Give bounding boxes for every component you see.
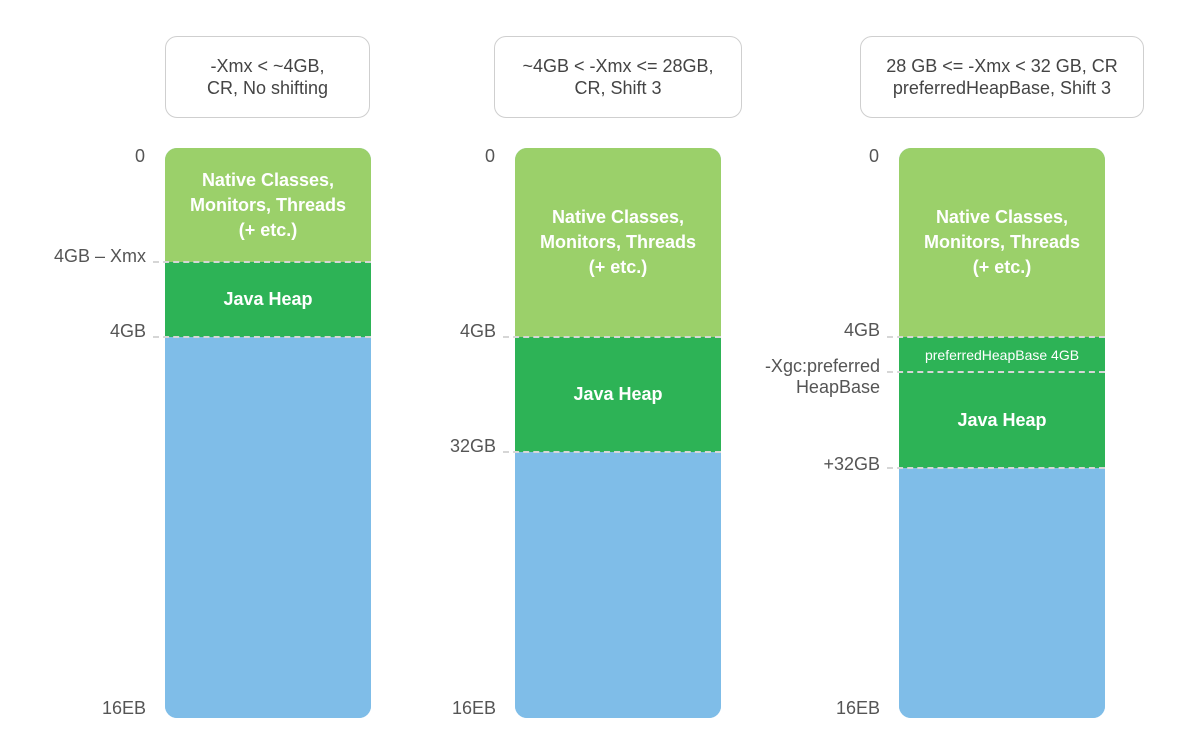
column3-java-heap-label: Java Heap	[957, 409, 1047, 430]
column2-header: ~4GB < -Xmx <= 28GB, CR, Shift 3	[494, 36, 742, 118]
column3-native-line3: (+ etc.)	[972, 257, 1032, 277]
column1-native-segment: Native Classes, Monitors, Threads (+ etc…	[165, 148, 371, 262]
column1-native-line3: (+ etc.)	[238, 219, 298, 240]
column3-header-line2: preferredHeapBase, Shift 3	[892, 78, 1112, 98]
column1-native-line2: Monitors, Threads	[189, 194, 346, 215]
column3-native-line1: Native Classes,	[935, 207, 1069, 227]
column2-native-line3: (+ etc.)	[588, 257, 648, 277]
column1-memory-bar: Native Classes, Monitors, Threads (+ etc…	[165, 148, 371, 718]
column1-java-heap-label: Java Heap	[223, 289, 313, 309]
column3-memory-bar: Native Classes, Monitors, Threads (+ etc…	[899, 148, 1105, 718]
column3-free-segment	[899, 468, 1105, 718]
column3-label-native-end: 4GB	[843, 320, 880, 340]
column1-label-native-end: 4GB – Xmx	[53, 246, 146, 266]
column3-divider-phb	[887, 371, 1105, 373]
column2-label-bottom: 16EB	[451, 698, 496, 718]
column2-native-segment: Native Classes, Monitors, Threads (+ etc…	[515, 148, 721, 337]
column3-label-top: 0	[868, 146, 879, 166]
column2-native-line2: Monitors, Threads	[539, 232, 696, 252]
column3-preferred-heap-base-label: preferredHeapBase 4GB	[924, 346, 1080, 363]
column3-divider-native-end	[887, 336, 1105, 338]
column1-java-heap-segment: Java Heap	[165, 262, 371, 337]
column3-native-segment: Native Classes, Monitors, Threads (+ etc…	[899, 148, 1105, 337]
column2-java-heap-label: Java Heap	[573, 384, 663, 404]
column1-divider-native-end	[153, 261, 371, 263]
column3-java-heap-segment: Java Heap	[899, 372, 1105, 468]
column2-divider-native-end	[503, 336, 721, 338]
column1-header-line1: -Xmx < ~4GB,	[210, 56, 325, 76]
column1-divider-heap-end	[153, 336, 371, 338]
column2-header-line1: ~4GB < -Xmx <= 28GB,	[522, 56, 714, 76]
column3-header-line1: 28 GB <= -Xmx < 32 GB, CR	[886, 56, 1118, 76]
column3-label-heap-end: +32GB	[823, 454, 880, 474]
column2-header-line2: CR, Shift 3	[574, 78, 662, 98]
column1-label-top: 0	[134, 146, 145, 166]
column3-preferred-heap-base-segment: preferredHeapBase 4GB	[899, 337, 1105, 372]
column2-label-native-end: 4GB	[459, 321, 496, 341]
column2-label-heap-end: 32GB	[449, 436, 496, 456]
column1-free-segment	[165, 337, 371, 718]
column3-native-line2: Monitors, Threads	[923, 232, 1080, 252]
column2-free-segment	[515, 452, 721, 718]
column2-label-top: 0	[484, 146, 495, 166]
column3-label-bottom: 16EB	[835, 698, 880, 718]
column1-header-line2: CR, No shifting	[206, 78, 329, 98]
column2-memory-bar: Native Classes, Monitors, Threads (+ etc…	[515, 148, 721, 718]
column1-header: -Xmx < ~4GB, CR, No shifting	[165, 36, 370, 118]
column1-label-heap-end: 4GB	[109, 321, 146, 341]
column2-divider-heap-end	[503, 451, 721, 453]
column2-java-heap-segment: Java Heap	[515, 337, 721, 452]
column3-label-phb: -Xgc:preferred HeapBase	[765, 356, 880, 398]
column2-native-line1: Native Classes,	[551, 207, 685, 227]
column3-label-phb-line2: HeapBase	[795, 377, 880, 397]
column3-divider-heap-end	[887, 467, 1105, 469]
column3-header: 28 GB <= -Xmx < 32 GB, CR preferredHeapB…	[860, 36, 1144, 118]
column1-native-line1: Native Classes,	[201, 169, 335, 190]
column1-label-bottom: 16EB	[101, 698, 146, 718]
column3-label-phb-line1: -Xgc:preferred	[764, 356, 880, 376]
